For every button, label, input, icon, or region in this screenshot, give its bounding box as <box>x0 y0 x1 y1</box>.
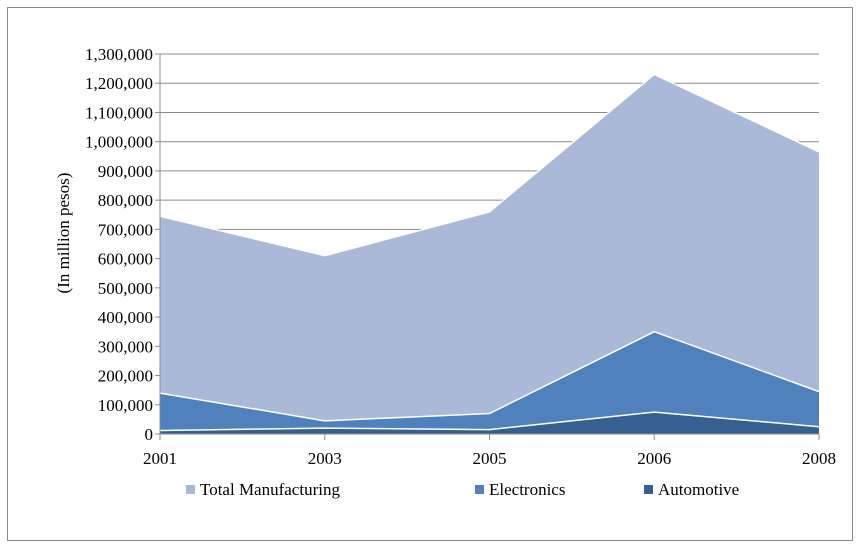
x-tick-label: 2003 <box>308 449 342 468</box>
legend-swatch <box>644 485 653 494</box>
y-tick-label: 1,000,000 <box>85 133 153 152</box>
series-edge <box>159 411 820 432</box>
y-tick-label: 400,000 <box>98 308 153 327</box>
area-chart: 0 100,000 200,000 300,000 400,000 500,000 600,… <box>54 45 836 499</box>
legend: Total Manufacturing Electronics Automotive <box>186 480 739 499</box>
x-tick-label: 2005 <box>473 449 507 468</box>
y-tick-label: 500,000 <box>98 279 153 298</box>
series-edge <box>159 330 820 422</box>
x-tick-labels: 2001 2003 2005 2006 2008 <box>143 449 836 468</box>
series-area-electronics <box>160 331 819 434</box>
y-tick-label: 100,000 <box>98 396 153 415</box>
legend-label: Automotive <box>658 480 739 499</box>
legend-label: Electronics <box>489 480 565 499</box>
legend-label: Total Manufacturing <box>200 480 340 499</box>
y-tick-label: 600,000 <box>98 250 153 269</box>
y-tick-label: 1,300,000 <box>85 45 153 64</box>
y-tick-label: 1,100,000 <box>85 103 153 122</box>
x-tick-label: 2001 <box>143 449 177 468</box>
y-tick-label: 0 <box>145 425 154 444</box>
series-areas <box>159 73 820 434</box>
y-axis-label: (In million pesos) <box>54 173 73 294</box>
y-tick-label: 800,000 <box>98 191 153 210</box>
legend-swatch <box>475 485 484 494</box>
chart-frame: 0 100,000 200,000 300,000 400,000 500,000 600,… <box>7 7 853 541</box>
x-tick-label: 2006 <box>637 449 671 468</box>
y-tick-label: 900,000 <box>98 162 153 181</box>
y-tick-label: 200,000 <box>98 367 153 386</box>
x-tick-label: 2008 <box>802 449 836 468</box>
legend-swatch <box>186 485 195 494</box>
axes <box>155 53 820 440</box>
y-tick-label: 300,000 <box>98 337 153 356</box>
y-tick-label: 700,000 <box>98 220 153 239</box>
y-tick-labels: 0 100,000 200,000 300,000 400,000 500,000 600,… <box>85 45 153 444</box>
legend-item: Total Manufacturing <box>186 480 340 499</box>
series-edge <box>159 73 820 257</box>
legend-item: Automotive <box>644 480 739 499</box>
y-tick-label: 1,200,000 <box>85 74 153 93</box>
legend-item: Electronics <box>475 480 565 499</box>
